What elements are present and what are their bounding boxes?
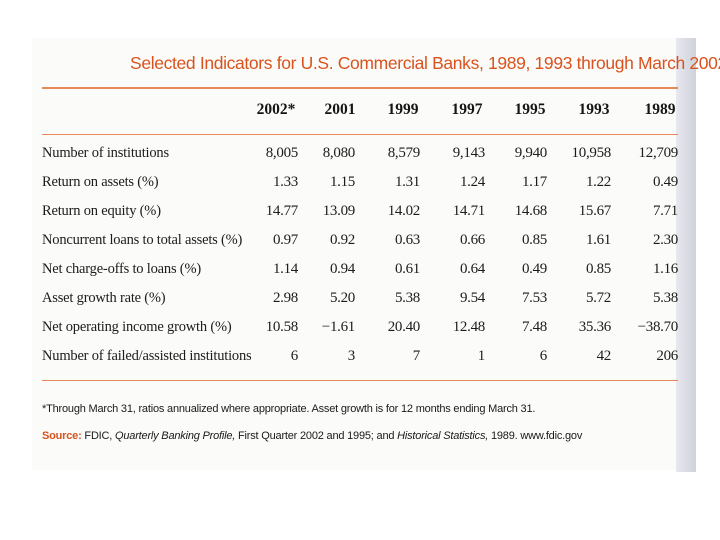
table-cell: 1.33 xyxy=(272,174,298,190)
table-cell: −1.61 xyxy=(321,319,356,335)
row-label: Asset growth rate (%) xyxy=(42,290,166,306)
column-header-2001: 2001 xyxy=(324,101,356,118)
table-cell: 0.64 xyxy=(459,261,485,277)
table-cell: 15.67 xyxy=(578,203,612,219)
table-cell: 6 xyxy=(290,348,299,364)
table-cell: 9,940 xyxy=(514,145,548,161)
table-cell: 14.68 xyxy=(514,203,548,219)
table-cell: 7.71 xyxy=(652,203,678,219)
source-publication-1: Quarterly Banking Profile, xyxy=(115,430,236,442)
table-cell: 7.48 xyxy=(521,319,547,335)
table-cell: 10,958 xyxy=(571,145,612,161)
source-publication-2: Historical Statistics, xyxy=(397,430,489,442)
table-cell: 1.61 xyxy=(585,232,611,248)
row-label: Number of failed/assisted institutions xyxy=(42,348,252,364)
source-text-1: FDIC, xyxy=(84,430,113,442)
header-rule xyxy=(42,134,678,135)
table-cell: 7.53 xyxy=(521,290,547,306)
table-cell: 10.58 xyxy=(265,319,299,335)
table-cell: 1.22 xyxy=(585,174,611,190)
table-cell: 0.94 xyxy=(329,261,355,277)
source-label: Source: xyxy=(42,430,82,442)
table-cell: 0.63 xyxy=(394,232,420,248)
table-cell: 42 xyxy=(596,348,612,364)
table-cell: 0.49 xyxy=(521,261,547,277)
table-cell: 6 xyxy=(539,348,548,364)
table-cell: 0.49 xyxy=(652,174,678,190)
column-header-2002: 2002* xyxy=(256,101,296,118)
table-cell: 1.14 xyxy=(272,261,298,277)
table-cell: 1.15 xyxy=(329,174,355,190)
table-cell: 12,709 xyxy=(638,145,679,161)
table-cell: 12.48 xyxy=(452,319,486,335)
table-cell: 0.66 xyxy=(459,232,485,248)
table-cell: 8,579 xyxy=(387,145,421,161)
column-header-1993: 1993 xyxy=(578,101,610,118)
table-cell: 13.09 xyxy=(322,203,356,219)
column-header-1995: 1995 xyxy=(514,101,546,118)
row-label: Return on assets (%) xyxy=(42,174,159,190)
table-cell: 1 xyxy=(477,348,486,364)
table-cell: 0.85 xyxy=(585,261,611,277)
source-text-2: First Quarter 2002 and 1995; and xyxy=(238,430,395,442)
table-cell: 206 xyxy=(656,348,678,364)
table-title: Selected Indicators for U.S. Commercial … xyxy=(130,53,720,73)
table-cell: 35.36 xyxy=(578,319,612,335)
page-edge-shadow xyxy=(676,38,696,472)
table-cell: 9,143 xyxy=(452,145,486,161)
column-header-1989: 1989 xyxy=(644,101,676,118)
table-cell: 8,005 xyxy=(265,145,299,161)
table-cell: 1.31 xyxy=(394,174,420,190)
table-cell: 5.38 xyxy=(652,290,678,306)
table-cell: 14.71 xyxy=(452,203,486,219)
table-cell: 9.54 xyxy=(459,290,485,306)
table-cell: 3 xyxy=(347,348,356,364)
table-cell: 7 xyxy=(412,348,421,364)
footnote: *Through March 31, ratios annualized whe… xyxy=(42,403,536,415)
table-cell: 0.97 xyxy=(272,232,298,248)
row-label: Net operating income growth (%) xyxy=(42,319,232,335)
scanned-page xyxy=(32,38,696,470)
table-cell: 20.40 xyxy=(387,319,421,335)
table-cell: 14.02 xyxy=(387,203,421,219)
table-cell: 2.30 xyxy=(652,232,678,248)
source-note: Source: FDIC, Quarterly Banking Profile,… xyxy=(42,430,582,442)
table-cell: 5.72 xyxy=(585,290,611,306)
table-cell: 0.92 xyxy=(329,232,355,248)
row-label: Net charge-offs to loans (%) xyxy=(42,261,201,277)
table-cell: 5.38 xyxy=(394,290,420,306)
bottom-rule xyxy=(42,380,678,381)
table-cell: −38.70 xyxy=(637,319,679,335)
table-cell: 5.20 xyxy=(329,290,355,306)
table-cell: 1.24 xyxy=(459,174,485,190)
table-cell: 0.85 xyxy=(521,232,547,248)
top-rule xyxy=(42,87,678,89)
column-header-1997: 1997 xyxy=(451,101,483,118)
table-cell: 8,080 xyxy=(322,145,356,161)
table-cell: 1.16 xyxy=(652,261,678,277)
row-label: Number of institutions xyxy=(42,145,169,161)
table-cell: 2.98 xyxy=(272,290,298,306)
row-label: Noncurrent loans to total assets (%) xyxy=(42,232,243,248)
row-label: Return on equity (%) xyxy=(42,203,161,219)
column-header-1999: 1999 xyxy=(387,101,419,118)
table-cell: 1.17 xyxy=(521,174,547,190)
source-text-3: 1989. www.fdic.gov xyxy=(490,430,583,442)
table-cell: 0.61 xyxy=(394,261,420,277)
table-cell: 14.77 xyxy=(265,203,299,219)
